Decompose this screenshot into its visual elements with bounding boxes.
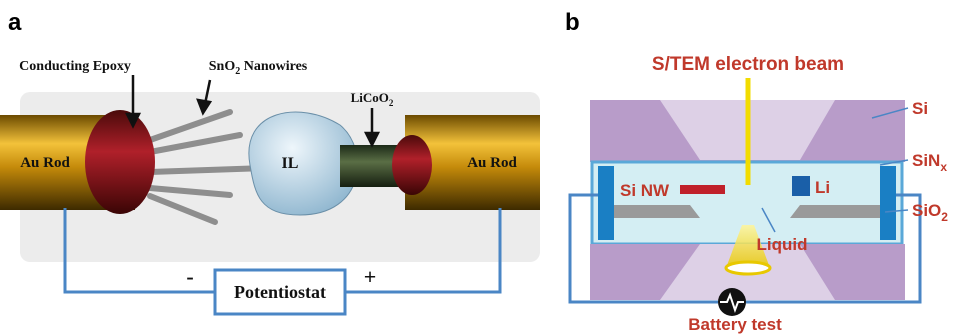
contact <box>790 205 880 218</box>
label: SiO2 <box>912 201 948 224</box>
label: - <box>186 264 193 289</box>
text: LiCoO <box>351 90 389 105</box>
contact <box>614 205 700 218</box>
figure: a Conducting Epoxy SnO2 Nanowires LiCoO2… <box>0 0 959 335</box>
label: IL <box>282 155 299 172</box>
si-nanowire <box>680 185 725 194</box>
electrode <box>880 166 896 240</box>
panel-label: a <box>8 9 22 36</box>
subscript: 2 <box>941 210 948 224</box>
li-block <box>792 176 810 196</box>
subscript: 2 <box>389 98 394 108</box>
panel-label: b <box>565 9 580 36</box>
label: Au Rod <box>20 155 70 171</box>
label: Potentiostat <box>234 282 326 302</box>
label: Li <box>815 178 830 197</box>
label: Si <box>912 99 928 118</box>
label: Liquid <box>757 235 808 254</box>
label: Au Rod <box>467 155 517 171</box>
subscript: x <box>940 160 947 174</box>
text: Nanowires <box>240 59 308 74</box>
epoxy <box>392 135 432 195</box>
electrode <box>598 166 614 240</box>
text: SiO <box>912 201 941 220</box>
label: SiNx <box>912 151 947 174</box>
label: + <box>364 264 377 289</box>
text: SnO <box>209 59 236 74</box>
beam-spot <box>726 262 770 274</box>
label: Conducting Epoxy <box>19 59 131 74</box>
label: Si NW <box>620 181 670 200</box>
text: SiN <box>912 151 940 170</box>
label: S/TEM electron beam <box>652 54 844 75</box>
label: SnO2 Nanowires <box>209 59 308 77</box>
conducting-epoxy <box>85 110 155 214</box>
label: Battery test <box>688 315 782 334</box>
